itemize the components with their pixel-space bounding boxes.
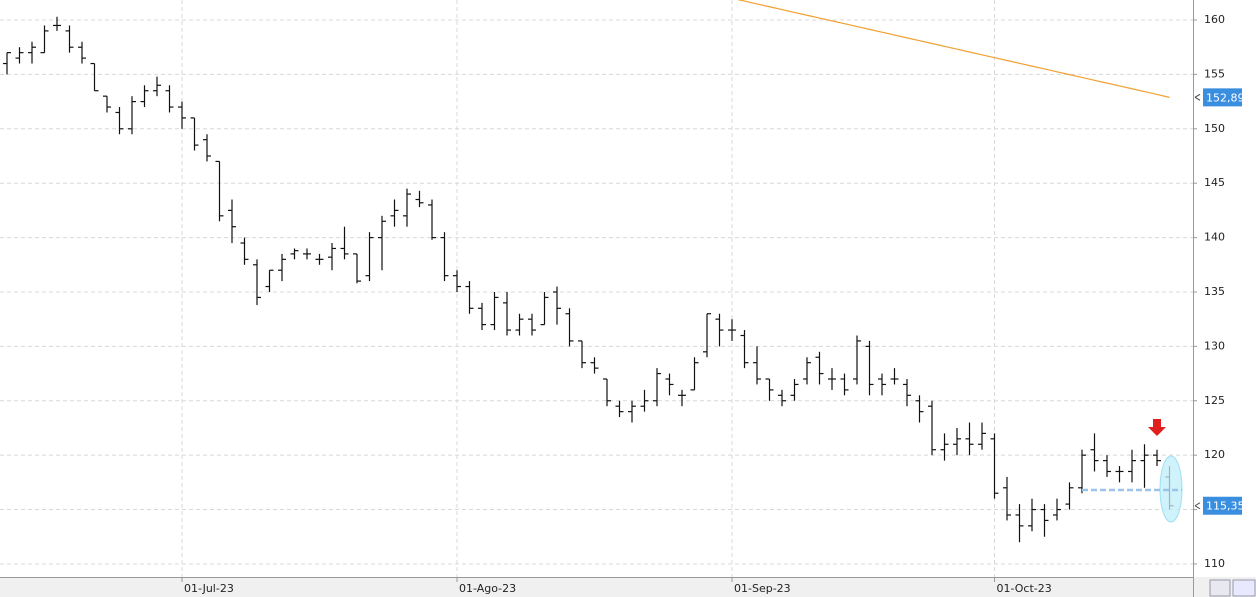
price-label-box: [1203, 88, 1242, 107]
x-tick-label: 01-Jul-23: [184, 582, 234, 595]
price-label: 152,89: [1206, 91, 1245, 104]
signal-arrow: [1148, 419, 1166, 436]
price-label: 115,35: [1206, 500, 1245, 513]
y-tick-label: 145: [1204, 176, 1225, 189]
x-tick-label: 01-Sep-23: [734, 582, 791, 595]
toggle-button[interactable]: [1209, 579, 1231, 597]
y-tick-label: 130: [1204, 339, 1225, 352]
y-tick-label: 160: [1204, 13, 1225, 26]
moving-average-line: [736, 0, 1170, 98]
y-tick-label: 120: [1204, 448, 1225, 461]
x-axis-strip: [0, 577, 1256, 597]
y-tick-label: 150: [1204, 122, 1225, 135]
save-button[interactable]: [1232, 579, 1256, 597]
x-tick-label: 01-Ago-23: [459, 582, 516, 595]
price-label-box: [1203, 496, 1242, 515]
y-tick-label: 110: [1204, 557, 1225, 570]
x-tick-label: 01-Oct-23: [997, 582, 1052, 595]
y-tick-label: 125: [1204, 394, 1225, 407]
y-tick-label: 135: [1204, 285, 1225, 298]
price-pointer: [1194, 93, 1201, 101]
y-tick-label: 155: [1204, 67, 1225, 80]
plot-area: [0, 0, 1193, 577]
y-tick-label: 140: [1204, 231, 1225, 244]
price-pointer: [1194, 502, 1201, 510]
